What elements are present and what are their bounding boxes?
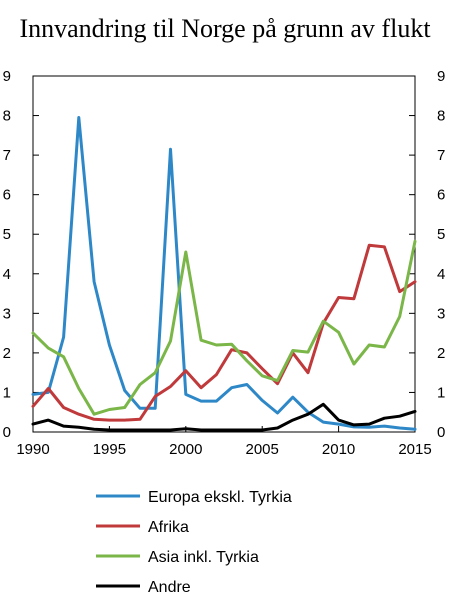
y-tick-left-label: 9	[3, 68, 11, 85]
x-tick-label: 2005	[246, 441, 279, 458]
y-tick-right-label: 5	[437, 226, 445, 243]
legend-label-2: Afrika	[148, 519, 189, 536]
y-tick-left-label: 6	[3, 187, 11, 204]
x-tick-label: 2000	[169, 441, 202, 458]
y-tick-right-label: 7	[437, 147, 445, 164]
y-tick-left-label: 3	[3, 305, 11, 322]
y-tick-right-label: 2	[437, 345, 445, 362]
y-tick-right-label: 9	[437, 68, 445, 85]
y-tick-left-label: 2	[3, 345, 11, 362]
y-tick-left-label: 4	[3, 266, 11, 283]
y-tick-left-label: 5	[3, 226, 11, 243]
x-tick-label: 2010	[322, 441, 355, 458]
y-tick-left-label: 1	[3, 384, 11, 401]
y-tick-right-label: 3	[437, 305, 445, 322]
y-tick-right-label: 1	[437, 384, 445, 401]
y-tick-right-label: 8	[437, 108, 445, 125]
legend-label-1: Europa ekskl. Tyrkia	[148, 489, 292, 506]
series-line-1	[31, 116, 417, 431]
legend-label-4: Andre	[148, 579, 191, 596]
y-tick-right-label: 6	[437, 187, 445, 204]
x-tick-label: 2015	[398, 441, 431, 458]
series-line-2	[31, 243, 417, 422]
series-line-3	[31, 239, 417, 416]
legend-label-3: Asia inkl. Tyrkia	[148, 549, 259, 566]
y-tick-left-label: 7	[3, 147, 11, 164]
y-tick-right-label: 0	[437, 424, 445, 441]
series-line-4	[31, 402, 417, 432]
x-tick-label: 1995	[93, 441, 126, 458]
plot-frame	[32, 75, 416, 433]
y-tick-left-label: 8	[3, 108, 11, 125]
chart-title: Innvandring til Norge på grunn av flukt	[19, 14, 431, 43]
x-tick-label: 1990	[16, 441, 49, 458]
y-tick-right-label: 4	[437, 266, 445, 283]
y-tick-left-label: 0	[3, 424, 11, 441]
